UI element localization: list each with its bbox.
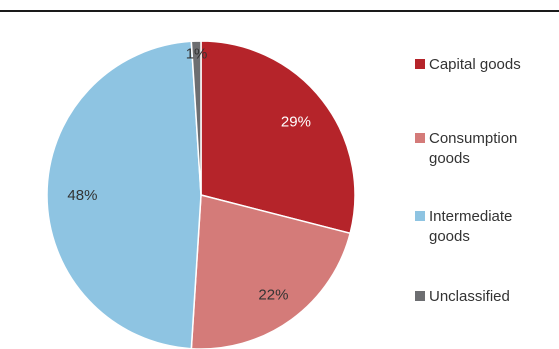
legend-label-intermediate-goods-line1: Intermediate <box>429 208 512 225</box>
legend-swatch-unclassified <box>415 291 425 301</box>
legend-label-consumption-goods-line1: Consumption <box>429 130 517 147</box>
legend-label-intermediate-goods-line2: goods <box>429 228 470 245</box>
slice-label-consumption-goods: 22% <box>258 287 288 304</box>
pie-slices <box>46 40 356 349</box>
slice-label-intermediate-goods: 48% <box>67 187 97 204</box>
legend-label-consumption-goods-line2: goods <box>429 150 470 167</box>
top-rule <box>0 10 559 12</box>
pie-slice-intermediate-goods <box>46 40 202 349</box>
pie-slice-capital-goods <box>200 40 356 235</box>
slice-label-unclassified: 1% <box>186 45 208 62</box>
pie-labels: 29% 22% 48% 1% <box>67 45 311 303</box>
legend: Capital goods Consumption goods Intermediat… <box>415 56 521 305</box>
legend-swatch-capital-goods <box>415 59 425 69</box>
pie-slice-unclassified <box>190 40 202 196</box>
slice-label-capital-goods: 29% <box>281 113 311 130</box>
legend-swatch-consumption-goods <box>415 133 425 143</box>
legend-swatch-intermediate-goods <box>415 211 425 221</box>
legend-label-capital-goods: Capital goods <box>429 56 521 73</box>
pie-slice-consumption-goods <box>190 194 352 349</box>
legend-label-unclassified: Unclassified <box>429 288 510 305</box>
